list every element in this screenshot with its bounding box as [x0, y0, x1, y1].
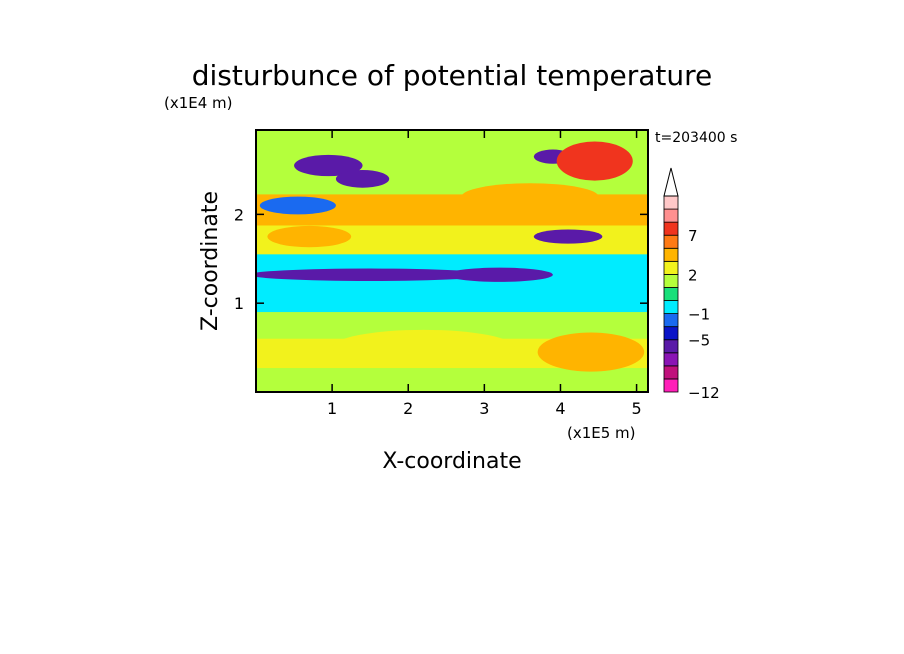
colorbar-swatch [663, 339, 679, 354]
field-feature [461, 183, 599, 210]
field-feature [446, 267, 553, 282]
field-feature [294, 154, 363, 177]
x-tick-label: 1 [327, 399, 337, 418]
x-tick-label: 2 [403, 399, 413, 418]
x-unit-label: (x1E5 m) [567, 424, 636, 442]
field-feature [256, 268, 492, 281]
y-axis-label: Z-coordinate [198, 191, 223, 331]
colorbar-swatch [663, 326, 679, 341]
y-tick-label: 1 [234, 294, 244, 313]
field-feature [537, 332, 645, 372]
colorbar-swatch [663, 378, 679, 393]
colorbar-swatch [663, 221, 679, 236]
chart-title: disturbunce of potential temperature [192, 59, 713, 92]
colorbar-extend-arrow [663, 167, 679, 197]
colorbar-label: −5 [688, 332, 710, 350]
colorbar-swatch [663, 234, 679, 249]
colorbar-swatch [663, 300, 679, 314]
x-tick-label: 4 [555, 399, 565, 418]
x-tick-label: 5 [631, 399, 641, 418]
colorbar: −12−5−127 [663, 167, 720, 402]
plot-frame [255, 129, 649, 393]
y-unit-label: (x1E4 m) [164, 94, 233, 112]
y-tick-label: 2 [234, 205, 244, 224]
colorbar-swatch [663, 260, 679, 275]
field-feature [259, 196, 336, 215]
x-tick-label: 3 [479, 399, 489, 418]
colorbar-label: 7 [688, 227, 698, 245]
colorbar-swatch [663, 273, 679, 288]
y-axis: 12 [234, 205, 648, 313]
colorbar-swatch [663, 195, 679, 210]
field-feature [335, 169, 390, 188]
field-feature [533, 229, 603, 244]
x-axis-label: X-coordinate [382, 449, 521, 474]
time-label: t=203400 s [655, 130, 737, 146]
field-band [256, 368, 648, 392]
colorbar-swatch [663, 208, 679, 223]
colorbar-swatch [663, 352, 679, 367]
field-feature [286, 286, 648, 312]
field-feature [267, 225, 352, 248]
colorbar-label: −12 [688, 384, 720, 402]
field-feature [556, 141, 633, 181]
field-feature [332, 329, 515, 366]
colorbar-swatch [663, 313, 679, 328]
x-axis: 1 2 3 4 5 [327, 130, 642, 418]
colorbar-label: −1 [688, 306, 710, 324]
colorbar-swatch [663, 287, 679, 301]
heatmap-field [256, 130, 648, 392]
colorbar-swatch [663, 365, 679, 380]
colorbar-swatch [663, 247, 679, 262]
colorbar-label: 2 [688, 266, 698, 284]
